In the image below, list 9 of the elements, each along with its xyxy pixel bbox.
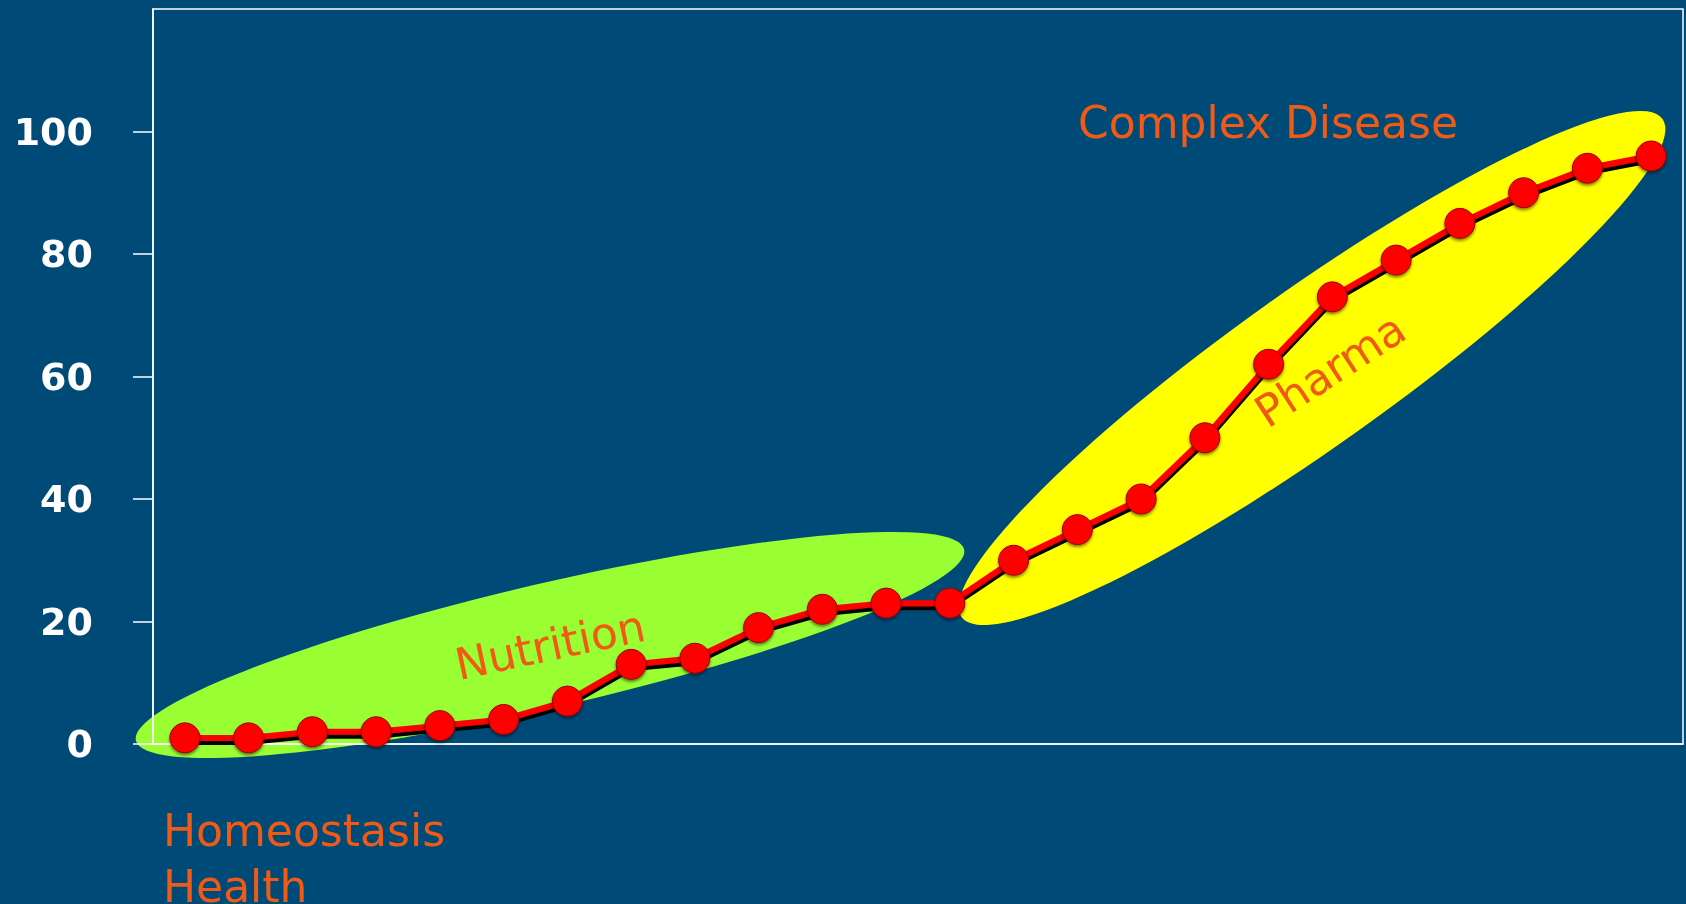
- y-tick-label: 80: [40, 232, 93, 276]
- y-tick-label: 20: [40, 599, 93, 644]
- y-tick-label: 60: [40, 354, 93, 399]
- y-tick-label: 100: [13, 109, 93, 154]
- y-tick-label: 0: [66, 722, 93, 766]
- y-tick-label: 40: [40, 477, 93, 521]
- annotation: Complex Disease: [1078, 96, 1459, 148]
- annotation: Nutrition: [450, 600, 650, 690]
- text: Homeostasis Health: [163, 804, 446, 904]
